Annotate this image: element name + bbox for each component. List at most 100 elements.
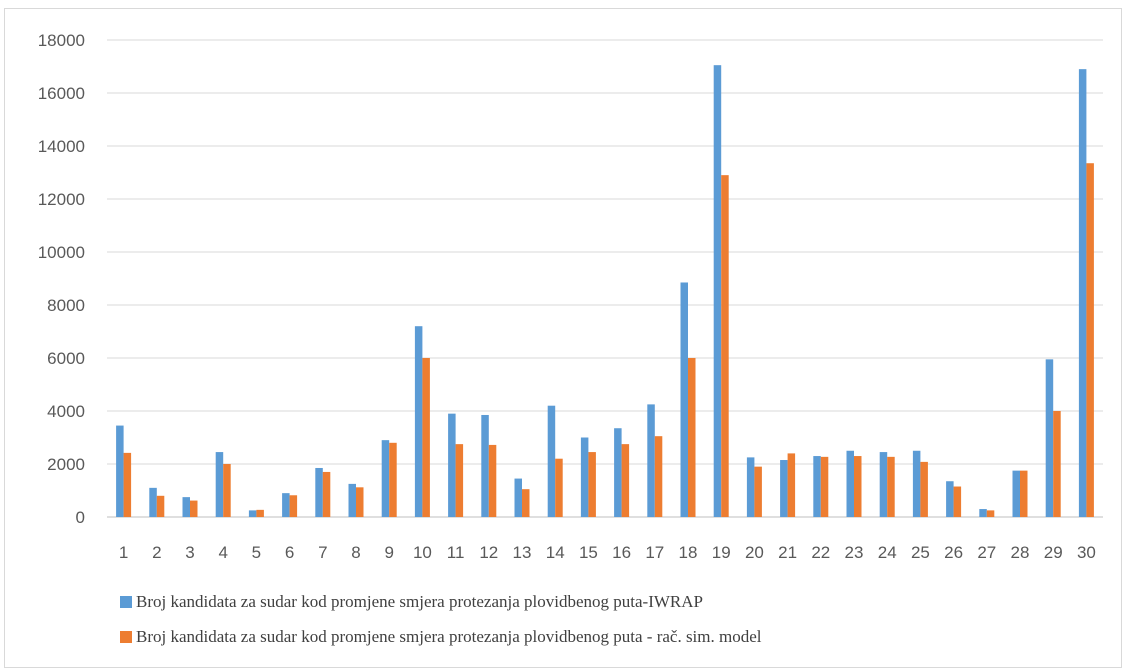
bar-model-6 xyxy=(289,495,298,517)
y-tick-label: 18000 xyxy=(38,31,85,50)
bar-iwrap-9 xyxy=(381,440,390,517)
bar-iwrap-11 xyxy=(448,413,456,517)
bar-iwrap-13 xyxy=(514,478,522,517)
bar-iwrap-6 xyxy=(282,493,290,517)
bar-iwrap-7 xyxy=(315,467,323,517)
y-tick-label: 2000 xyxy=(47,455,85,474)
x-tick-label: 30 xyxy=(1077,543,1096,562)
x-tick-label: 1 xyxy=(119,543,128,562)
bar-iwrap-15 xyxy=(580,437,589,517)
chart-frame xyxy=(4,8,1122,668)
bar-iwrap-14 xyxy=(547,405,556,517)
bar-iwrap-29 xyxy=(1045,359,1054,517)
bar-iwrap-1 xyxy=(116,425,124,517)
bar-iwrap-23 xyxy=(846,450,854,517)
x-tick-label: 18 xyxy=(679,543,698,562)
bar-model-13 xyxy=(522,489,530,517)
bar-iwrap-26 xyxy=(946,481,954,517)
bar-model-23 xyxy=(854,456,862,517)
bar-model-29 xyxy=(1053,411,1061,517)
legend-label-model: Broj kandidata za sudar kod promjene smj… xyxy=(136,627,762,646)
bar-model-7 xyxy=(322,471,331,517)
gridlines xyxy=(107,39,1103,518)
bar-iwrap-2 xyxy=(149,487,157,517)
bar-model-11 xyxy=(455,444,464,518)
x-tick-label: 25 xyxy=(911,543,930,562)
bar-iwrap-5 xyxy=(248,510,257,518)
bar-iwrap-4 xyxy=(215,452,224,517)
bar-iwrap-12 xyxy=(481,414,489,517)
bar-model-4 xyxy=(223,464,231,517)
bar-iwrap-20 xyxy=(746,457,755,518)
legend-entry-iwrap: Broj kandidata za sudar kod promjene smj… xyxy=(120,592,703,612)
x-tick-label: 2 xyxy=(152,543,161,562)
x-tick-label: 16 xyxy=(612,543,631,562)
legend-label-iwrap: Broj kandidata za sudar kod promjene smj… xyxy=(136,592,703,611)
bar-model-16 xyxy=(621,444,630,518)
bar-model-18 xyxy=(688,358,696,517)
legend-swatch-iwrap xyxy=(120,596,132,608)
x-tick-label: 12 xyxy=(479,543,498,562)
bar-model-5 xyxy=(256,509,264,517)
bar-iwrap-8 xyxy=(348,483,356,518)
bar-iwrap-17 xyxy=(647,404,655,518)
y-tick-label: 16000 xyxy=(38,84,85,103)
x-tick-label: 24 xyxy=(878,543,897,562)
bar-iwrap-22 xyxy=(813,456,821,517)
y-tick-label: 4000 xyxy=(47,402,85,421)
x-tick-label: 29 xyxy=(1044,543,1063,562)
bar-iwrap-24 xyxy=(879,452,888,517)
bar-iwrap-3 xyxy=(182,497,190,518)
y-tick-label: 6000 xyxy=(47,349,85,368)
x-tick-label: 21 xyxy=(778,543,797,562)
x-tick-label: 14 xyxy=(546,543,565,562)
legend-entry-model: Broj kandidata za sudar kod promjene smj… xyxy=(120,627,762,647)
x-tick-label: 22 xyxy=(811,543,830,562)
bar-model-15 xyxy=(588,452,596,517)
x-tick-label: 10 xyxy=(413,543,432,562)
bar-model-22 xyxy=(820,456,829,517)
x-tick-label: 27 xyxy=(977,543,996,562)
bar-iwrap-19 xyxy=(713,65,722,518)
bar-iwrap-10 xyxy=(414,326,423,517)
x-axis-ticks: 1 2 3 4 5 6 7 8 9 10 11 12 13 14 15 16 17 18 19 20 21 22 23 24 2… xyxy=(119,543,1096,562)
bar-iwrap-30 xyxy=(1078,69,1087,518)
bar-iwrap-28 xyxy=(1012,470,1020,518)
bar-iwrap-18 xyxy=(680,282,688,517)
y-tick-label: 14000 xyxy=(38,137,85,156)
bar-model-30 xyxy=(1086,163,1094,517)
bar-model-3 xyxy=(190,500,198,517)
x-tick-label: 28 xyxy=(1011,543,1030,562)
bar-model-10 xyxy=(422,358,430,517)
x-tick-label: 11 xyxy=(447,543,465,562)
x-tick-label: 19 xyxy=(712,543,731,562)
x-tick-label: 7 xyxy=(318,543,327,562)
x-tick-label: 13 xyxy=(513,543,532,562)
legend-swatch-model xyxy=(120,631,132,643)
bar-model-2 xyxy=(156,495,165,517)
x-tick-label: 15 xyxy=(579,543,598,562)
bar-model-21 xyxy=(787,453,796,517)
bar-model-26 xyxy=(953,486,962,517)
bar-iwrap-16 xyxy=(614,428,622,517)
bar-model-8 xyxy=(356,487,364,517)
x-tick-label: 17 xyxy=(645,543,664,562)
x-tick-label: 26 xyxy=(944,543,963,562)
x-tick-label: 5 xyxy=(252,543,261,562)
bar-model-17 xyxy=(654,436,663,517)
bar-model-9 xyxy=(389,442,397,517)
bar-iwrap-25 xyxy=(912,450,921,517)
x-tick-label: 9 xyxy=(384,543,393,562)
bar-model-19 xyxy=(721,175,729,517)
bar-iwrap-27 xyxy=(979,509,987,517)
x-tick-label: 3 xyxy=(185,543,194,562)
x-tick-label: 4 xyxy=(218,543,227,562)
bar-model-28 xyxy=(1020,470,1028,518)
y-tick-label: 0 xyxy=(76,508,85,527)
bar-model-25 xyxy=(920,461,928,517)
bar-model-14 xyxy=(555,458,563,517)
bar-model-24 xyxy=(887,456,895,517)
y-tick-label: 12000 xyxy=(38,190,85,209)
y-tick-label: 8000 xyxy=(47,296,85,315)
